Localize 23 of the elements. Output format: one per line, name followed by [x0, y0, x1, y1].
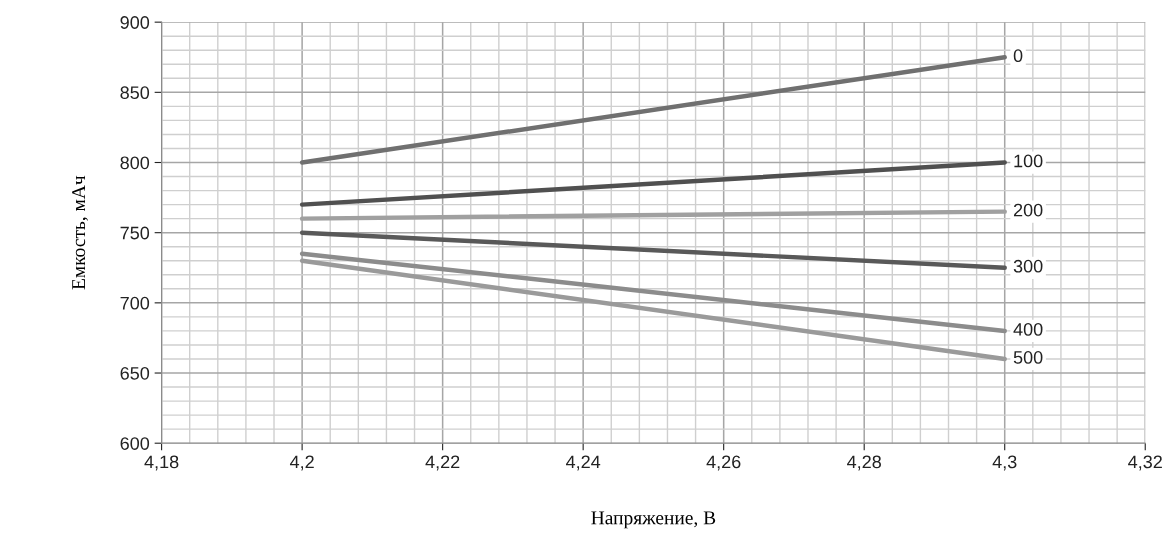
series-label: 500: [1013, 351, 1043, 364]
x-tick-label: 4,24: [566, 455, 601, 471]
series-label: 400: [1013, 322, 1043, 336]
x-tick-label: 4,3: [992, 455, 1017, 471]
x-axis-title: Напряжение, В: [591, 511, 716, 529]
y-tick-label: 600: [120, 437, 150, 450]
series-label: 100: [1014, 154, 1043, 168]
y-tick-label: 750: [120, 226, 150, 240]
series-label: 200: [1013, 203, 1043, 217]
y-tick-label: 700: [120, 296, 150, 310]
x-tick-label: 4,28: [847, 455, 881, 471]
y-tick-label: 900: [120, 16, 150, 29]
x-tick-label: 4,32: [1128, 455, 1162, 471]
x-tick-label: 4,26: [706, 455, 741, 471]
series-label: 300: [1013, 259, 1043, 273]
y-tick-label: 650: [120, 366, 150, 380]
x-tick-label: 4,2: [289, 455, 314, 471]
y-tick-label: 800: [120, 156, 150, 170]
series-label: 0: [1013, 49, 1023, 63]
x-tick-label: 4,18: [144, 455, 179, 471]
y-tick-label: 850: [120, 86, 150, 100]
y-axis-title: Емкость, мАч: [72, 175, 88, 290]
x-tick-label: 4,22: [425, 455, 460, 471]
